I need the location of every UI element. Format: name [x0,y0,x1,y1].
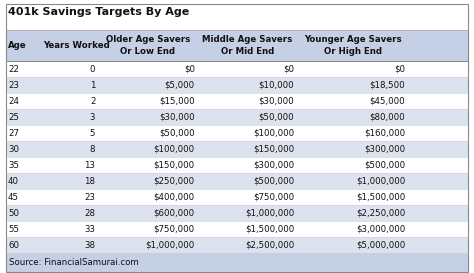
Text: $45,000: $45,000 [370,97,405,106]
Text: 28: 28 [84,209,95,218]
Text: $150,000: $150,000 [253,145,294,154]
Text: 38: 38 [84,241,95,250]
Text: Older Age Savers: Older Age Savers [106,35,190,44]
Text: $3,000,000: $3,000,000 [356,225,405,234]
Text: $100,000: $100,000 [154,145,195,154]
Text: 13: 13 [84,161,95,170]
Text: 55: 55 [8,225,19,234]
Text: $750,000: $750,000 [154,225,195,234]
Bar [6,78,468,93]
Bar [6,109,468,125]
Text: 23: 23 [8,81,19,90]
Text: 60: 60 [8,241,19,250]
Bar [6,125,468,141]
Bar [6,93,468,109]
Text: Years Worked: Years Worked [43,41,109,50]
Text: $300,000: $300,000 [253,161,294,170]
Text: $160,000: $160,000 [364,129,405,138]
Text: $30,000: $30,000 [159,113,195,122]
Bar [6,173,468,189]
Text: 0: 0 [90,65,95,74]
Bar [6,30,468,61]
Text: Age: Age [8,41,27,50]
Text: 27: 27 [8,129,19,138]
Text: 24: 24 [8,97,19,106]
Text: Or High End: Or High End [324,47,382,56]
Bar [6,141,468,157]
Text: $0: $0 [283,65,294,74]
Text: $2,250,000: $2,250,000 [356,209,405,218]
Text: 1: 1 [90,81,95,90]
Text: $5,000: $5,000 [164,81,195,90]
Text: Middle Age Savers: Middle Age Savers [202,35,292,44]
Text: $10,000: $10,000 [259,81,294,90]
Text: 33: 33 [84,225,95,234]
Text: $150,000: $150,000 [154,161,195,170]
Text: $2,500,000: $2,500,000 [245,241,294,250]
Text: $1,000,000: $1,000,000 [146,241,195,250]
Text: 8: 8 [90,145,95,154]
Text: Source: FinancialSamurai.com: Source: FinancialSamurai.com [9,258,138,267]
Text: $18,500: $18,500 [370,81,405,90]
Bar [6,157,468,173]
Text: $300,000: $300,000 [364,145,405,154]
Text: 401k Savings Targets By Age: 401k Savings Targets By Age [8,7,189,17]
Text: $1,500,000: $1,500,000 [356,193,405,202]
Text: 25: 25 [8,113,19,122]
Text: $15,000: $15,000 [159,97,195,106]
Text: 30: 30 [8,145,19,154]
Text: $1,000,000: $1,000,000 [356,177,405,186]
Text: 23: 23 [84,193,95,202]
Text: 50: 50 [8,209,19,218]
Bar [6,237,468,253]
Text: $50,000: $50,000 [259,113,294,122]
Text: Or Mid End: Or Mid End [221,47,274,56]
Text: $30,000: $30,000 [259,97,294,106]
Text: $500,000: $500,000 [253,177,294,186]
Bar [6,4,468,30]
Text: $1,500,000: $1,500,000 [245,225,294,234]
Text: $50,000: $50,000 [159,129,195,138]
Text: $500,000: $500,000 [364,161,405,170]
Text: $400,000: $400,000 [154,193,195,202]
Text: $600,000: $600,000 [154,209,195,218]
Bar [6,189,468,205]
Text: Or Low End: Or Low End [120,47,175,56]
Text: 18: 18 [84,177,95,186]
Text: $0: $0 [394,65,405,74]
Text: 45: 45 [8,193,19,202]
Text: $100,000: $100,000 [253,129,294,138]
Text: $0: $0 [184,65,195,74]
Text: 22: 22 [8,65,19,74]
Text: 3: 3 [90,113,95,122]
Bar [6,253,468,272]
Text: 40: 40 [8,177,19,186]
Text: 2: 2 [90,97,95,106]
Text: 35: 35 [8,161,19,170]
Text: $5,000,000: $5,000,000 [356,241,405,250]
Text: $250,000: $250,000 [154,177,195,186]
Text: 5: 5 [90,129,95,138]
Text: Younger Age Savers: Younger Age Savers [304,35,401,44]
Text: $750,000: $750,000 [253,193,294,202]
Bar [6,221,468,237]
Text: $80,000: $80,000 [370,113,405,122]
Text: $1,000,000: $1,000,000 [245,209,294,218]
Bar [6,205,468,221]
Bar [6,61,468,78]
